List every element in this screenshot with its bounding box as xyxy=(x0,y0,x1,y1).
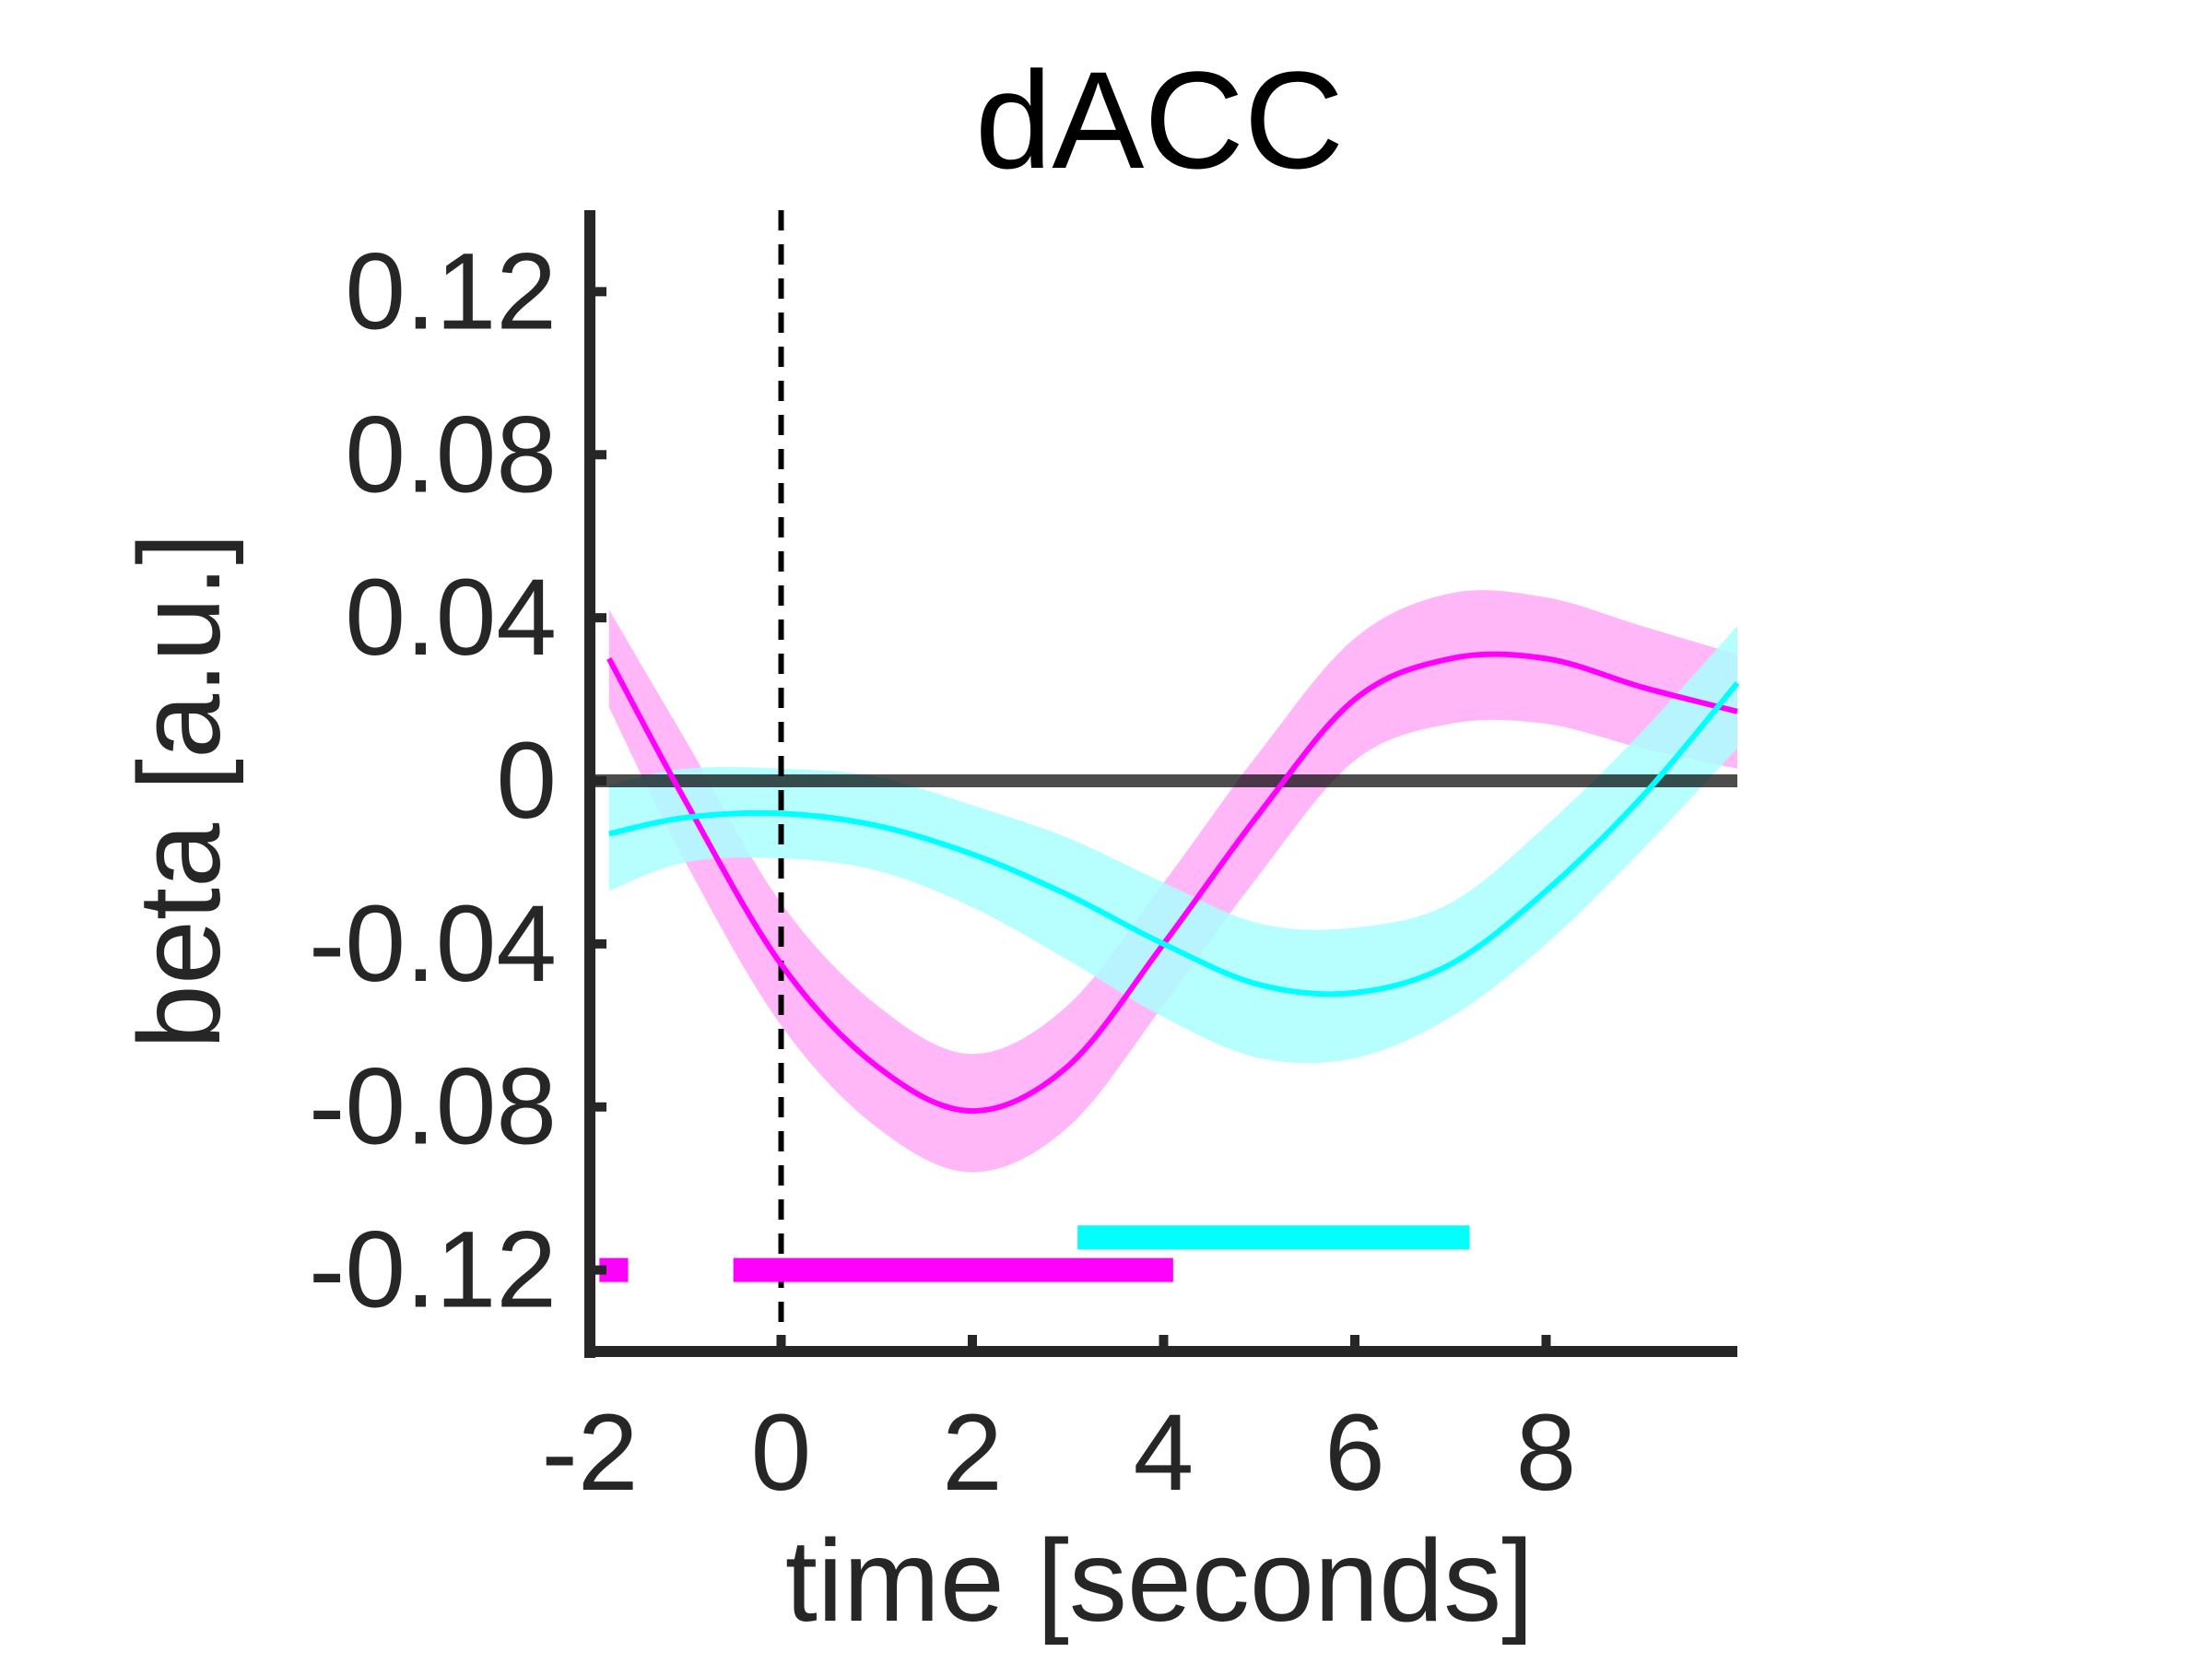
y-tick-label: 0 xyxy=(496,720,557,842)
y-tick-label: -0.12 xyxy=(309,1210,557,1331)
y-axis-label: beta [a.u.] xyxy=(114,533,244,1049)
y-tick-label: 0.12 xyxy=(345,230,557,352)
series-1-mean-line xyxy=(606,651,1738,1115)
series-2-confidence-band xyxy=(608,626,1737,1064)
series-2-mean-line xyxy=(608,680,1740,997)
x-tick-label: 4 xyxy=(1134,1392,1194,1514)
x-tick-label: -2 xyxy=(542,1392,639,1514)
series-1-confidence-band xyxy=(608,590,1737,1173)
y-tick-label: -0.08 xyxy=(309,1046,557,1168)
y-tick-label: 0.04 xyxy=(345,557,557,679)
plot-area: 0.12 0.08 0.04 0 -0.04 -0.08 -0.12 -2 0 2 4 6 8 xyxy=(309,210,1740,1514)
x-tick-label: 2 xyxy=(942,1392,1003,1514)
y-tick-label: -0.04 xyxy=(309,883,557,1005)
x-tick-label: 6 xyxy=(1324,1392,1385,1514)
x-tick-label: 8 xyxy=(1516,1392,1577,1514)
chart-title: dACC xyxy=(975,42,1344,197)
y-tick-label: 0.08 xyxy=(345,394,557,515)
x-tick-label: 0 xyxy=(751,1392,812,1514)
x-axis-label: time [seconds] xyxy=(785,1516,1534,1646)
